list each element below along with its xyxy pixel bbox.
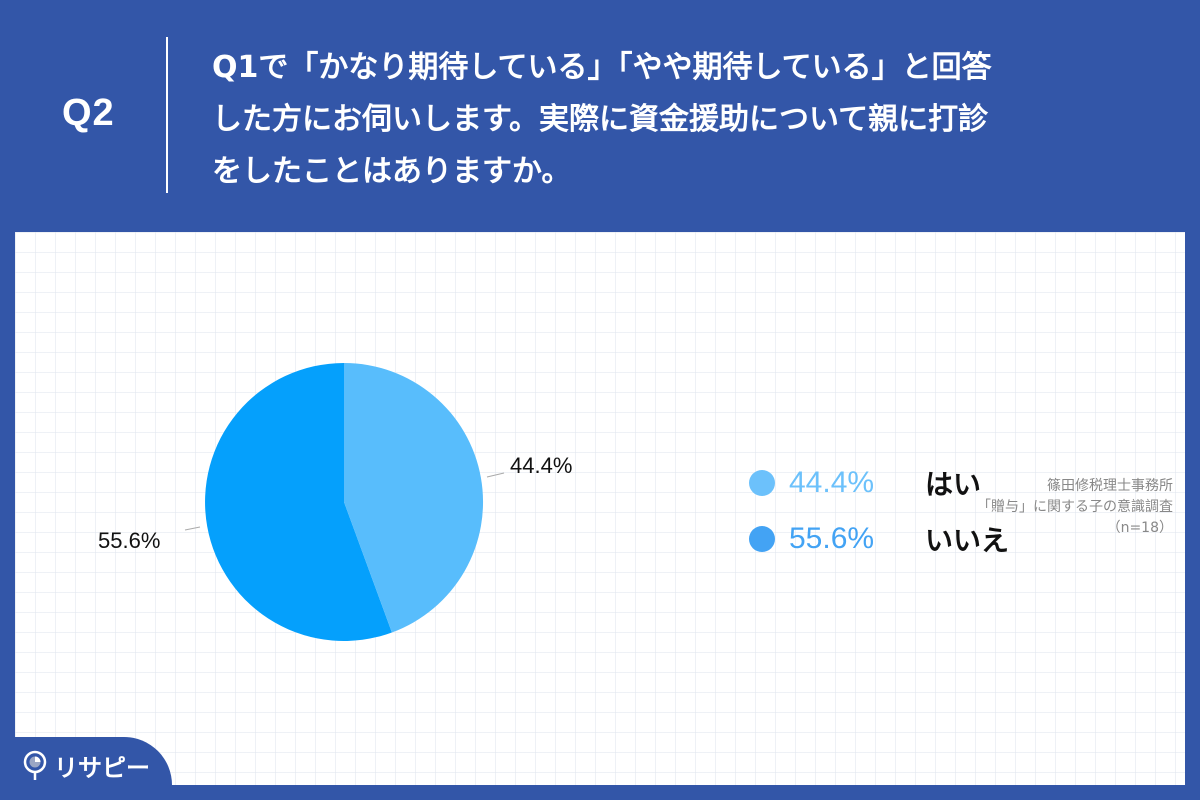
source-note: 篠田修税理士事務所 「贈与」に関する子の意識調査 （n=18）	[977, 476, 1173, 539]
question-line: をしたことはありますか。	[212, 154, 572, 189]
legend-dot-icon	[749, 470, 775, 496]
question-line: Q1で「かなり期待している」「やや期待している」と回答	[212, 50, 992, 85]
legend-label: はい	[925, 468, 982, 501]
map-pin-icon	[23, 750, 47, 780]
pie-slice-yes	[344, 363, 484, 633]
leader-line-yes	[486, 472, 505, 478]
leader-line-no	[184, 526, 201, 531]
header: Q2 Q1で「かなり期待している」「やや期待している」と回答 した方にお伺いしま…	[0, 0, 1200, 232]
legend-dot-icon	[749, 526, 775, 552]
legend-item-no: 55.6% いいえ	[735, 511, 1009, 567]
legend-pct: 55.6%	[789, 522, 875, 555]
slice-label-yes: 44.4%	[510, 453, 573, 478]
legend-item-yes: 44.4% はい	[735, 455, 1009, 511]
logo: リサピー	[22, 748, 150, 783]
slice-label-no: 55.6%	[98, 528, 161, 553]
source-n: （n=18）	[1106, 520, 1173, 536]
source-org: 篠田修税理士事務所	[1047, 478, 1173, 494]
legend-label: いいえ	[925, 524, 1010, 557]
legend: 44.4% はい 55.6% いいえ	[735, 455, 1009, 567]
source-survey: 「贈与」に関する子の意識調査	[977, 499, 1173, 515]
question-text: Q1で「かなり期待している」「やや期待している」と回答 した方にお伺いします。実…	[212, 42, 1172, 198]
legend-pct: 44.4%	[789, 466, 875, 499]
pie-slice-no	[205, 363, 392, 641]
question-line: した方にお伺いします。実際に資金援助について親に打診	[212, 102, 989, 137]
logo-text: リサピー	[54, 754, 150, 782]
header-divider	[166, 37, 168, 193]
question-number: Q2	[62, 92, 115, 134]
